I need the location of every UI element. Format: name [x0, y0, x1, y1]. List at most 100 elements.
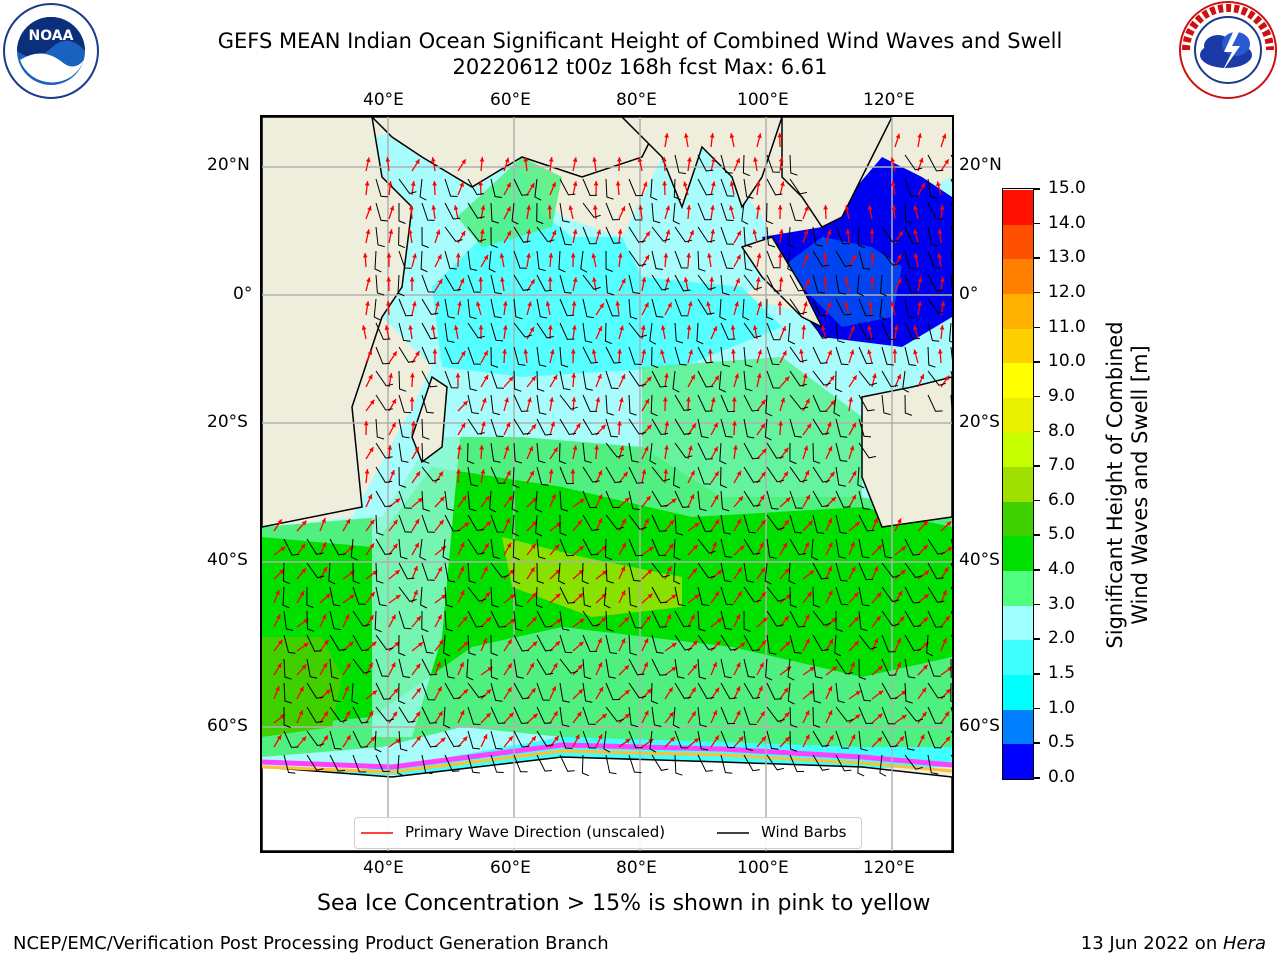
wind-barb — [697, 658, 707, 680]
wave-arrowhead — [827, 710, 833, 716]
wind-barb — [467, 682, 486, 698]
wind-barb — [536, 658, 554, 676]
wave-arrowhead — [852, 375, 857, 381]
wind-barb — [764, 418, 772, 441]
wind-barb — [741, 202, 749, 225]
wind-barb — [720, 274, 730, 296]
ocean-lightblue-west-strip — [372, 417, 462, 737]
colorbar — [1002, 188, 1034, 780]
wave-arrowhead — [322, 566, 327, 572]
wind-barb — [697, 394, 713, 412]
wave-arrowhead — [644, 254, 650, 260]
wind-barb — [398, 322, 411, 342]
wind-barb — [511, 202, 519, 225]
wind-barb — [766, 730, 779, 750]
wave-arrowhead — [683, 277, 689, 283]
wind-barb — [398, 706, 416, 723]
wave-arrowhead — [551, 230, 557, 236]
map-legend: Primary Wave Direction (unscaled) Wind B… — [354, 817, 862, 849]
wind-barb — [352, 730, 368, 748]
wind-barb — [766, 634, 777, 655]
wind-barb — [651, 202, 661, 224]
wind-barb — [789, 346, 808, 363]
wave-arrowhead — [780, 397, 786, 403]
wave-arrowhead — [808, 690, 814, 695]
colorbar-tick-label: 11.0 — [1048, 316, 1086, 337]
colorbar-segment — [1003, 535, 1033, 572]
wave-arrowhead — [734, 301, 739, 307]
wave-arrowhead — [460, 231, 466, 236]
wave-arrowhead — [897, 518, 902, 524]
wave-arrowhead — [714, 687, 720, 693]
right-tick-20n: 20°N — [959, 155, 1002, 175]
wind-barb — [467, 274, 481, 293]
wave-arrowhead — [531, 543, 536, 549]
wave-arrowhead — [893, 325, 899, 330]
wind-barb — [674, 322, 684, 344]
wave-arrowhead — [945, 736, 951, 742]
wind-barb — [673, 178, 681, 201]
footer-date: 13 Jun 2022 on — [1080, 933, 1223, 954]
wind-barb — [352, 754, 367, 773]
wave-arrowhead — [740, 642, 746, 648]
wave-arrowhead — [459, 278, 465, 284]
wave-arrowhead — [527, 301, 532, 307]
wave-arrowhead — [897, 278, 902, 284]
wave-arrowhead — [919, 374, 925, 380]
wind-barb — [398, 226, 406, 249]
wind-barb — [720, 322, 736, 340]
wind-barb — [374, 250, 382, 273]
wave-arrowhead — [526, 205, 531, 210]
wave-arrowhead — [896, 662, 902, 668]
wind-barb — [835, 418, 848, 438]
wave-arrowhead — [395, 595, 401, 600]
wind-barb — [789, 586, 798, 608]
wave-arrowhead — [476, 301, 481, 307]
wave-arrowhead — [831, 617, 837, 623]
wind-barb — [420, 250, 428, 273]
wave-arrowhead — [714, 375, 719, 381]
wind-barb — [950, 250, 952, 262]
wave-arrowhead — [456, 445, 462, 450]
wind-barb — [857, 754, 865, 777]
wind-barb — [628, 586, 638, 608]
wave-arrowhead — [325, 593, 331, 599]
wind-barb — [651, 562, 670, 578]
wave-arrowhead — [367, 205, 372, 211]
sea-ice-edge-yellow — [262, 749, 952, 774]
wave-arrowhead — [620, 206, 626, 212]
wind-barb — [697, 298, 715, 315]
wind-barb — [467, 394, 479, 415]
wind-barb — [421, 442, 430, 464]
wind-barb — [467, 370, 478, 392]
wave-arrowhead — [578, 546, 584, 551]
wind-barb — [467, 586, 486, 602]
wind-barb — [444, 562, 456, 583]
wave-arrowhead — [937, 349, 943, 354]
wave-arrowhead — [761, 736, 766, 742]
wind-barb — [743, 730, 754, 751]
colorbar-tick-label: 8.0 — [1048, 420, 1076, 441]
wind-barb — [398, 394, 412, 414]
noaa-logo: NOAA — [2, 2, 100, 100]
wave-arrowhead — [344, 614, 350, 620]
wind-barb — [812, 322, 830, 339]
colorbar-segment — [1003, 293, 1033, 329]
wind-barb — [835, 538, 847, 559]
wave-arrowhead — [645, 231, 650, 237]
wave-arrowhead — [760, 423, 765, 429]
wind-barb — [651, 370, 668, 388]
wind-barb — [511, 514, 520, 537]
wind-barb — [697, 274, 716, 290]
wind-barb — [536, 706, 552, 724]
wind-barb — [513, 274, 531, 291]
wave-arrowhead — [686, 397, 691, 402]
wave-arrowhead — [827, 518, 833, 524]
wave-arrowhead — [299, 591, 305, 596]
wind-barb — [421, 370, 438, 388]
wind-barb — [628, 466, 644, 484]
wave-arrowhead — [945, 688, 951, 694]
wind-barb — [605, 298, 620, 317]
wind-barb — [582, 490, 597, 509]
wind-barb — [467, 562, 477, 584]
